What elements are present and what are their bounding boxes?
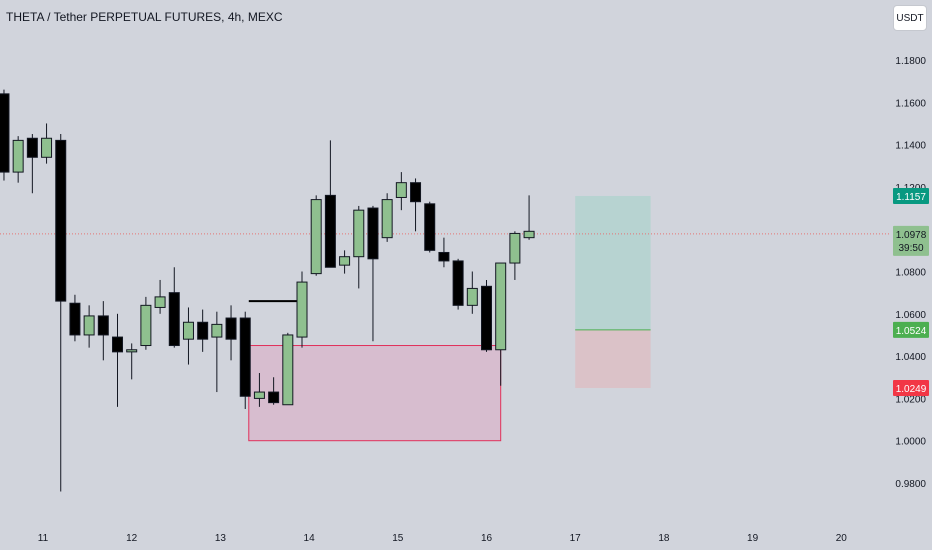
candle-body-2[interactable] — [26, 137, 38, 158]
x-tick-label-8: 19 — [747, 533, 759, 544]
y-tick-label-9: 1.0000 — [895, 437, 926, 448]
y-tick-label-1: 1.1600 — [895, 98, 926, 109]
candle-body-24[interactable] — [339, 256, 351, 266]
candle-body-15[interactable] — [211, 323, 223, 338]
candle-body-35[interactable] — [495, 262, 507, 351]
candle-body-13[interactable] — [182, 321, 194, 340]
candles — [0, 89, 535, 492]
x-tick-label-0: 11 — [38, 533, 49, 544]
candle-body-34[interactable] — [481, 285, 492, 351]
candle-body-4[interactable] — [55, 139, 67, 302]
candle-body-27[interactable] — [381, 199, 393, 239]
candle-body-25[interactable] — [353, 209, 365, 258]
candle-body-10[interactable] — [140, 304, 152, 347]
candle-body-14[interactable] — [197, 321, 209, 340]
last-price-badge-bg — [893, 225, 929, 256]
candle-body-30[interactable] — [424, 203, 436, 251]
y-tick-label-5: 1.0800 — [895, 268, 926, 279]
candle-body-3[interactable] — [41, 137, 53, 158]
candle-body-12[interactable] — [168, 292, 180, 347]
candle-body-32[interactable] — [452, 260, 464, 306]
candle-body-22[interactable] — [310, 199, 322, 275]
candle-body-11[interactable] — [154, 296, 166, 308]
candle-body-19[interactable] — [268, 391, 280, 404]
target-price-badge-bg — [893, 187, 929, 204]
candle-body-16[interactable] — [225, 317, 237, 340]
x-tick-label-7: 18 — [658, 533, 670, 544]
x-tick-label-6: 17 — [570, 533, 582, 544]
candle-body-29[interactable] — [410, 182, 422, 203]
candle-body-7[interactable] — [97, 315, 109, 336]
target-price-badge: 1.1157 — [896, 192, 926, 203]
candle-body-1[interactable] — [12, 139, 24, 173]
y-tick-label-10: 0.9800 — [895, 479, 926, 490]
candle-body-0[interactable] — [0, 93, 10, 173]
entry-price-badge: 1.0524 — [896, 326, 927, 337]
x-tick-label-2: 13 — [215, 533, 227, 544]
candle-body-31[interactable] — [438, 251, 450, 262]
candle-body-18[interactable] — [253, 391, 265, 399]
candle-body-23[interactable] — [324, 194, 336, 268]
stop-price-badge-bg — [893, 380, 929, 397]
x-tick-label-1: 12 — [126, 533, 138, 544]
candle-body-9[interactable] — [126, 349, 138, 353]
chart-title: THETA / Tether PERPETUAL FUTURES, 4h, ME… — [6, 10, 283, 24]
loss-zone — [575, 329, 651, 389]
x-tick-label-4: 15 — [392, 533, 404, 544]
candle-body-5[interactable] — [69, 302, 81, 336]
candle-body-28[interactable] — [395, 182, 407, 198]
candle-body-36[interactable] — [509, 232, 521, 264]
x-tick-label-9: 20 — [836, 533, 848, 544]
y-tick-label-6: 1.0600 — [895, 310, 926, 321]
candle-body-8[interactable] — [112, 336, 124, 353]
currency-button[interactable]: USDT — [893, 5, 927, 31]
candle-body-33[interactable] — [466, 287, 478, 306]
stop-price-badge: 1.0249 — [896, 384, 927, 395]
countdown-badge: 39:50 — [898, 243, 923, 254]
y-tick-label-2: 1.1400 — [895, 141, 926, 152]
y-tick-label-7: 1.0400 — [895, 352, 926, 363]
candle-body-21[interactable] — [296, 281, 308, 338]
entry-price-badge-bg — [893, 321, 929, 338]
x-tick-label-3: 14 — [304, 533, 316, 544]
y-tick-label-8: 1.0200 — [895, 394, 926, 405]
candle-body-17[interactable] — [239, 317, 251, 397]
profit-zone — [575, 195, 651, 330]
candle-body-26[interactable] — [367, 207, 379, 260]
candle-body-6[interactable] — [83, 315, 95, 336]
candle-body-20[interactable] — [282, 334, 294, 406]
candle-body-37[interactable] — [523, 230, 535, 239]
y-tick-label-0: 1.1800 — [895, 56, 926, 67]
last-price-badge: 1.0978 — [896, 230, 927, 241]
x-tick-label-5: 16 — [481, 533, 493, 544]
